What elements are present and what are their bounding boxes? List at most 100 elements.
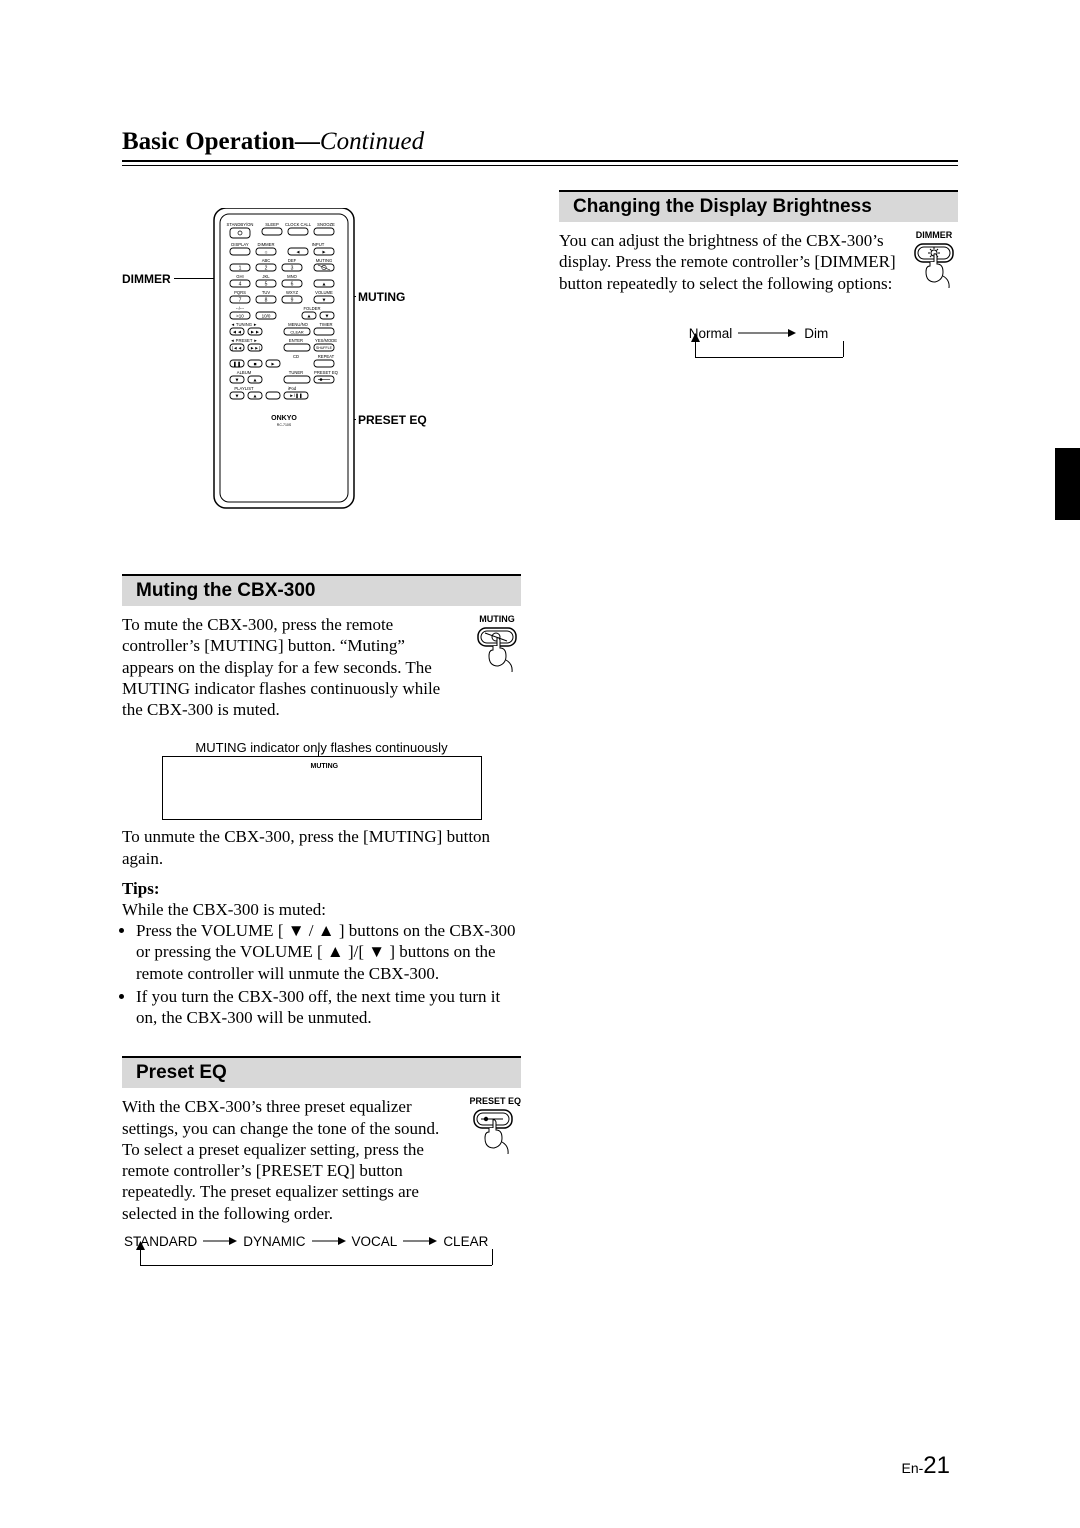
brightness-loop — [695, 343, 843, 363]
cycle-item: DYNAMIC — [243, 1234, 305, 1249]
tips-list: Press the VOLUME [ ▼ / ▲ ] buttons on th… — [136, 920, 521, 1028]
page: Basic Operation—Continued DIMMER MUTING … — [0, 0, 1080, 1528]
preseteq-loop — [140, 1251, 512, 1271]
muting-heading: Muting the CBX-300 — [122, 574, 521, 606]
svg-text:PQRS: PQRS — [234, 290, 246, 295]
title-cont: Continued — [320, 128, 424, 155]
svg-text:►►|: ►►| — [250, 346, 260, 351]
dimmer-icon-label: DIMMER — [910, 230, 958, 240]
svg-text:3: 3 — [291, 266, 294, 272]
svg-text:INPUT: INPUT — [312, 242, 325, 247]
svg-text:GHI: GHI — [236, 274, 243, 279]
svg-text:TUV: TUV — [262, 290, 271, 295]
svg-text:CLOCK CALL: CLOCK CALL — [285, 222, 312, 227]
svg-text:2: 2 — [265, 266, 268, 272]
preseteq-row: With the CBX-300’s three preset equalize… — [122, 1096, 521, 1224]
svg-text:4: 4 — [239, 282, 242, 288]
svg-text:WXYZ: WXYZ — [286, 290, 299, 295]
svg-text:|◄◄: |◄◄ — [232, 346, 242, 351]
brightness-row: You can adjust the brightness of the CBX… — [559, 230, 958, 294]
pagenum-prefix: En- — [902, 1460, 924, 1476]
svg-text:▲: ▲ — [307, 314, 312, 320]
svg-text:CD: CD — [293, 354, 299, 359]
svg-text:◄ TUNING ►: ◄ TUNING ► — [231, 322, 258, 327]
left-column: DIMMER MUTING PRESET EQ STANDBY — [122, 190, 521, 1480]
svg-text:ALBUM: ALBUM — [237, 370, 252, 375]
svg-text:DIMMER: DIMMER — [258, 242, 275, 247]
svg-text:SHUFFLE: SHUFFLE — [316, 346, 333, 350]
brightness-p1: You can adjust the brightness of the CBX… — [559, 230, 896, 294]
svg-text:>10: >10 — [236, 314, 244, 319]
svg-text:TUNER: TUNER — [289, 370, 303, 375]
svg-text:FOLDER: FOLDER — [304, 306, 321, 311]
arrow-right-icon — [312, 1236, 346, 1246]
svg-text:CLEAR: CLEAR — [290, 330, 303, 335]
svg-text:ONKYO: ONKYO — [271, 415, 297, 422]
svg-text:PLAYLIST: PLAYLIST — [234, 386, 254, 391]
title-sep: — — [295, 128, 320, 155]
arrow-up-icon — [691, 333, 700, 343]
indicator-caption: MUTING indicator only flashes continuous… — [122, 740, 521, 755]
svg-text:▼: ▼ — [235, 394, 240, 400]
svg-text:8: 8 — [265, 298, 268, 304]
page-number: En-21 — [902, 1452, 951, 1480]
tips-intro: While the CBX-300 is muted: — [122, 899, 521, 920]
columns: DIMMER MUTING PRESET EQ STANDBY — [122, 190, 958, 1480]
indicator-tick — [318, 751, 319, 757]
svg-text:►: ► — [322, 250, 327, 256]
svg-text:1: 1 — [239, 266, 242, 272]
muting-icon-label: MUTING — [473, 614, 521, 624]
arrow-right-icon — [203, 1236, 237, 1246]
svg-text:◄◄: ◄◄ — [232, 330, 242, 336]
svg-text:SNOOZE: SNOOZE — [317, 222, 335, 227]
svg-text:RC-710S: RC-710S — [277, 423, 292, 427]
muting-button-icon: MUTING — [473, 614, 521, 720]
preseteq-cycle: STANDARD DYNAMIC VOCAL CLEAR — [124, 1234, 521, 1249]
svg-text:6: 6 — [291, 282, 294, 288]
tip-item: Press the VOLUME [ ▼ / ▲ ] buttons on th… — [136, 920, 521, 984]
svg-text:7: 7 — [239, 298, 242, 304]
svg-text:5: 5 — [265, 282, 268, 288]
svg-text:TIMER: TIMER — [319, 322, 332, 327]
arrow-up-icon — [136, 1241, 145, 1251]
svg-text:MENU/NO: MENU/NO — [288, 322, 309, 327]
title-rule — [122, 160, 958, 166]
indicator-word: MUTING — [311, 763, 339, 770]
svg-text:▼: ▼ — [325, 314, 330, 320]
svg-text:►: ► — [271, 362, 276, 368]
svg-text:►►: ►► — [250, 330, 260, 336]
svg-text:9: 9 — [291, 298, 294, 304]
svg-text:◄ PRESET ►: ◄ PRESET ► — [230, 338, 257, 343]
brightness-heading: Changing the Display Brightness — [559, 190, 958, 222]
arrow-right-icon — [738, 328, 798, 338]
svg-text:JKL: JKL — [262, 274, 270, 279]
tip-item: If you turn the CBX-300 off, the next ti… — [136, 986, 521, 1029]
svg-text:❚❚: ❚❚ — [233, 362, 241, 368]
svg-text:▼: ▼ — [235, 378, 240, 384]
svg-text:iPod: iPod — [288, 386, 297, 391]
svg-text:STANDBY/ON: STANDBY/ON — [227, 222, 254, 227]
cycle-item: CLEAR — [443, 1234, 488, 1249]
svg-text:SLEEP: SLEEP — [265, 222, 279, 227]
svg-text:VOLUME: VOLUME — [315, 290, 333, 295]
right-column: Changing the Display Brightness You can … — [559, 190, 958, 1480]
preseteq-heading: Preset EQ — [122, 1056, 521, 1088]
page-title: Basic Operation—Continued — [122, 128, 958, 156]
svg-text:MNO: MNO — [287, 274, 298, 279]
display-panel: MUTING — [162, 756, 482, 820]
svg-text:▼: ▼ — [322, 298, 327, 304]
dimmer-button-icon: DIMMER — [910, 230, 958, 294]
svg-text:DISPLAY: DISPLAY — [231, 242, 249, 247]
preseteq-body: With the CBX-300’s three preset equalize… — [122, 1096, 455, 1224]
arrow-right-icon — [403, 1236, 437, 1246]
svg-text:10/0: 10/0 — [262, 314, 271, 319]
tips-heading: Tips: — [122, 879, 521, 899]
svg-text:■: ■ — [253, 362, 256, 368]
brightness-cycle: Normal Dim — [559, 326, 958, 341]
svg-text:ENTER: ENTER — [289, 338, 303, 343]
preseteq-button-icon: PRESET EQ — [469, 1096, 521, 1224]
remote-illustration: STANDBY/ON SLEEP CLOCK CALL SNOOZE DISPL… — [122, 208, 520, 538]
muting-row: To mute the CBX-300, press the remote co… — [122, 614, 521, 720]
svg-text:▲: ▲ — [253, 394, 258, 400]
muting-p1: To mute the CBX-300, press the remote co… — [122, 614, 459, 720]
